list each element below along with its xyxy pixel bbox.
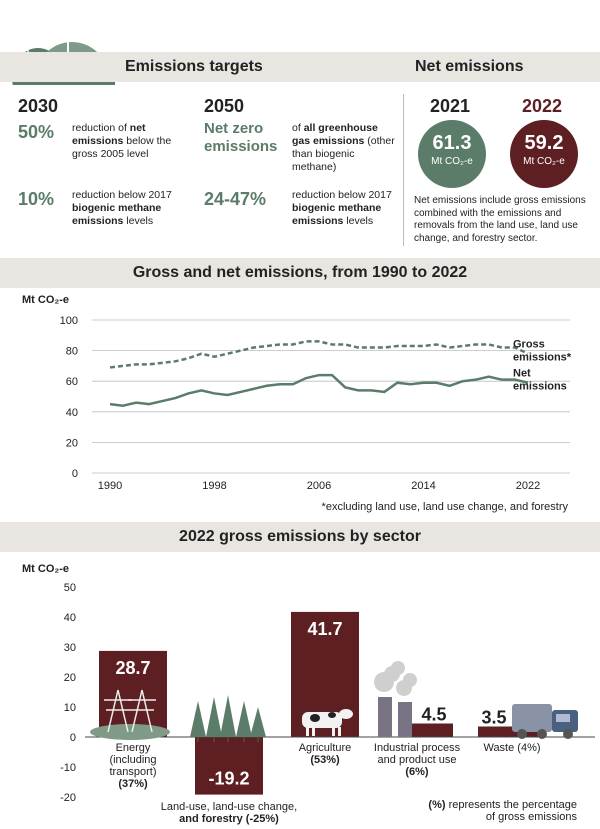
- bar-y-axis-label: Mt CO₂-e: [22, 563, 69, 575]
- y-tick-label: 30: [64, 642, 76, 654]
- y-tick-label: 20: [64, 672, 76, 684]
- year-2021: 2021: [430, 96, 471, 116]
- y-tick-label: 0: [70, 732, 76, 744]
- factory-icon: [374, 661, 417, 737]
- pylon-icon: [90, 689, 170, 740]
- bar-chart-footnote: (%) represents the percentage: [428, 799, 577, 811]
- bar-value-label: 41.7: [307, 619, 342, 639]
- y-tick-label: 50: [64, 582, 76, 594]
- rubbish-truck-icon: [512, 704, 578, 739]
- y-tick-label: 40: [66, 407, 78, 419]
- year-2050: 2050: [204, 96, 245, 116]
- net-2021-value: 61.3: [432, 132, 472, 154]
- x-tick-label: 1998: [202, 480, 226, 492]
- target-2050-methane-desc: reduction below 2017 biogenic methane em…: [292, 189, 392, 227]
- series-label: Net emissions: [513, 368, 567, 393]
- net-2022-circle: 59.2 Mt CO₂-e: [510, 120, 578, 188]
- x-tick-label: 1990: [98, 480, 122, 492]
- line-chart-title: Gross and net emissions, from 1990 to 20…: [132, 264, 468, 281]
- section-divider: [403, 94, 404, 246]
- line-chart: Mt CO₂-e 0 20 40 60 80 100 1990 1998 2006 2014 2022…: [22, 294, 572, 513]
- target-2030-net: 50%: [18, 122, 55, 142]
- target-2030-methane: 10%: [18, 189, 55, 209]
- target-2050-methane: 24-47%: [204, 189, 267, 209]
- category-label: Waste (4%): [483, 742, 540, 754]
- net-2022-unit: Mt CO₂-e: [523, 156, 565, 167]
- category-label: Energy (including transport) (37%): [109, 742, 156, 790]
- bar-5: [478, 726, 546, 737]
- series-label: Gross emissions*: [513, 339, 572, 364]
- target-2050-net-zero: Net zero emissions: [204, 120, 278, 155]
- forest-icon: [190, 695, 266, 742]
- bar-value-label: 4.5: [421, 705, 446, 725]
- y-tick-label: 80: [66, 346, 78, 358]
- net-emissions-note: Net emissions include gross emissions co…: [414, 195, 586, 244]
- net-2021-circle: 61.3 Mt CO₂-e: [418, 120, 486, 188]
- net-2021-unit: Mt CO₂-e: [431, 156, 473, 167]
- y-tick-label: -10: [60, 762, 76, 774]
- y-tick-label: 40: [64, 612, 76, 624]
- x-tick-label: 2006: [307, 480, 331, 492]
- target-2050-net-zero-desc: of all greenhouse gas emissions (other t…: [292, 122, 395, 173]
- target-2030-methane-desc: reduction below 2017 biogenic methane em…: [72, 189, 172, 227]
- y-tick-label: 60: [66, 376, 78, 388]
- line-chart-header-band: [0, 258, 600, 288]
- category-label: Industrial process and product use (6%): [374, 742, 461, 778]
- y-tick-label: 10: [64, 702, 76, 714]
- bar-value-label: 28.7: [115, 658, 150, 678]
- category-label: Agriculture (53%): [299, 742, 352, 766]
- y-tick-label: -20: [60, 792, 76, 804]
- net-2022-value: 59.2: [524, 132, 564, 154]
- cow-icon: [302, 709, 353, 736]
- y-tick-label: 100: [60, 315, 78, 327]
- gross-emissions-line: [109, 340, 529, 369]
- y-tick-label: 0: [72, 468, 78, 480]
- line-y-axis-label: Mt CO₂-e: [22, 294, 69, 306]
- targets-header-band: [0, 52, 600, 82]
- x-tick-label: 2014: [411, 480, 435, 492]
- target-2030-net-desc: reduction of net emissions below the gro…: [72, 122, 172, 160]
- year-2022: 2022: [522, 96, 563, 116]
- bar-chart: Mt CO₂-e -20 -10 0 10 20 30 40 50 28.7 -19.2 41.7 4.…: [22, 563, 595, 825]
- bar-chart-header-band: [0, 522, 600, 552]
- x-tick-label: 2022: [516, 480, 540, 492]
- y-tick-label: 20: [66, 437, 78, 449]
- category-label: Land-use, land-use change, and forestry (…: [161, 801, 297, 825]
- targets-heading: Emissions targets: [125, 58, 263, 75]
- bar-4: [411, 723, 453, 737]
- bar-value-label: -19.2: [208, 769, 249, 789]
- bar-value-label: 3.5: [481, 708, 506, 728]
- net-emissions-heading: Net emissions: [415, 58, 524, 75]
- year-2030: 2030: [18, 96, 59, 116]
- bar-chart-title: 2022 gross emissions by sector: [179, 528, 421, 545]
- net-emissions-line: [109, 373, 529, 407]
- line-chart-footnote: *excluding land use, land use change, an…: [322, 501, 569, 513]
- bar-2: [195, 737, 263, 795]
- bar-chart-footnote-line2: of gross emissions: [486, 811, 578, 823]
